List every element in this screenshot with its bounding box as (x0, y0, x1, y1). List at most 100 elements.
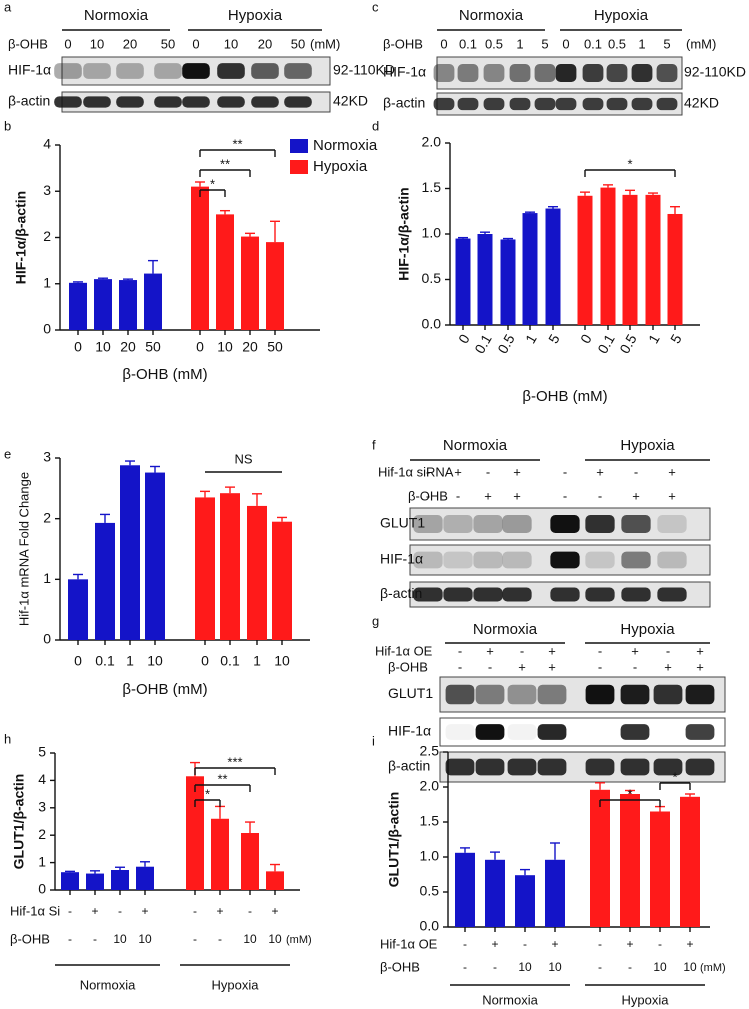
treatment-value: 1 (516, 36, 523, 51)
blot-band (534, 97, 556, 111)
treatment-value: - (520, 643, 524, 658)
y-tick-label: 0.5 (420, 883, 440, 899)
y-tick-label: 2.5 (420, 743, 440, 759)
x-tick-label: 0 (201, 653, 209, 669)
blot-band (443, 551, 473, 569)
y-tick-label: 0 (38, 881, 46, 897)
y-tick-label: 1 (38, 853, 46, 869)
group-label: Normoxia (80, 977, 136, 992)
x-tick-label: 0 (455, 331, 473, 346)
treatment-value: - (563, 488, 567, 503)
blot-band (413, 515, 443, 533)
condition-value: + (626, 937, 633, 951)
x-tick-label: 1 (645, 331, 663, 346)
blot-band (116, 63, 144, 79)
blot-band (507, 724, 537, 740)
condition-value: + (686, 937, 693, 951)
condition-value: - (93, 932, 97, 946)
group-label: Normoxia (84, 7, 149, 24)
legend-swatch (290, 160, 308, 174)
treatment-value: 0.1 (584, 36, 602, 51)
y-tick-label: 0 (43, 321, 51, 337)
significance: * (672, 769, 677, 784)
blot-band (457, 64, 479, 82)
condition-value: - (68, 904, 72, 918)
panel-letter: i (372, 733, 375, 748)
blot-band (475, 684, 505, 705)
size-label: 42KD (684, 95, 719, 111)
x-tick-label: 50 (267, 339, 283, 355)
treatment-value: - (456, 488, 460, 503)
condition-value: + (91, 904, 98, 918)
blot-band (502, 587, 532, 602)
bar (680, 796, 700, 927)
unit-label: (mM) (310, 36, 340, 51)
bar (136, 866, 154, 890)
x-tick-label: 10 (95, 339, 111, 355)
y-tick-label: 1.0 (422, 225, 442, 241)
panel-letter: g (372, 613, 379, 628)
blot-band (475, 758, 505, 776)
group-label: Hypoxia (622, 992, 670, 1007)
x-tick-label: 20 (242, 339, 258, 355)
group-label: Hypoxia (620, 437, 675, 454)
blot-band (475, 724, 505, 740)
blot-band (550, 551, 580, 569)
treatment-value: + (513, 488, 521, 503)
treatment-label: β-OHB (408, 488, 448, 503)
blot-band (433, 64, 455, 82)
treatment-label: β-OHB (383, 36, 423, 51)
treatment-value: 5 (541, 36, 548, 51)
bar (620, 794, 640, 927)
blot-band (653, 758, 683, 776)
y-tick-label: 3 (38, 799, 46, 815)
blot-band (284, 96, 312, 108)
treatment-value: 50 (161, 36, 175, 51)
blot-band (443, 515, 473, 533)
bar (95, 522, 115, 640)
row-label: GLUT1 (388, 685, 433, 701)
blot-band (154, 63, 182, 79)
y-tick-label: 0.5 (422, 270, 442, 286)
blot-band (585, 684, 615, 705)
blot-band (502, 515, 532, 533)
treatment-value: 0 (562, 36, 569, 51)
treatment-value: + (548, 659, 556, 674)
bar (145, 472, 165, 640)
blot-band (657, 551, 687, 569)
treatment-value: 10 (90, 36, 104, 51)
row-label: HIF-1α (383, 64, 426, 80)
treatment-value: - (426, 464, 430, 479)
blot-band (473, 551, 503, 569)
blot-band (653, 684, 683, 705)
x-tick-label: 5 (545, 331, 563, 346)
condition-value: - (68, 932, 72, 946)
bar (266, 242, 284, 330)
blot-band (473, 515, 503, 533)
bar (622, 194, 638, 325)
blot-band (585, 587, 615, 602)
unit-label: (mM) (686, 36, 716, 51)
treatment-label: Hif-1α OE (375, 643, 433, 658)
bar (600, 187, 616, 325)
group-label: Hypoxia (594, 7, 649, 24)
significance: ** (232, 136, 242, 151)
treatment-value: + (632, 488, 640, 503)
bar (241, 236, 259, 330)
blot-band (582, 64, 604, 82)
treatment-value: - (563, 464, 567, 479)
blot-strip (439, 717, 726, 747)
treatment-value: - (486, 464, 490, 479)
blot-band (537, 758, 567, 776)
blot-band (182, 63, 210, 79)
treatment-value: + (548, 643, 556, 658)
group-label: Hypoxia (228, 7, 283, 24)
bar (61, 872, 79, 890)
condition-label: Hif-1α Si (10, 903, 60, 918)
treatment-value: + (696, 659, 704, 674)
row-label: β-actin (388, 758, 430, 774)
treatment-value: - (633, 659, 637, 674)
size-label: 92-110KD (333, 62, 395, 78)
condition-value: 10 (268, 932, 282, 946)
y-tick-label: 4 (43, 136, 51, 152)
